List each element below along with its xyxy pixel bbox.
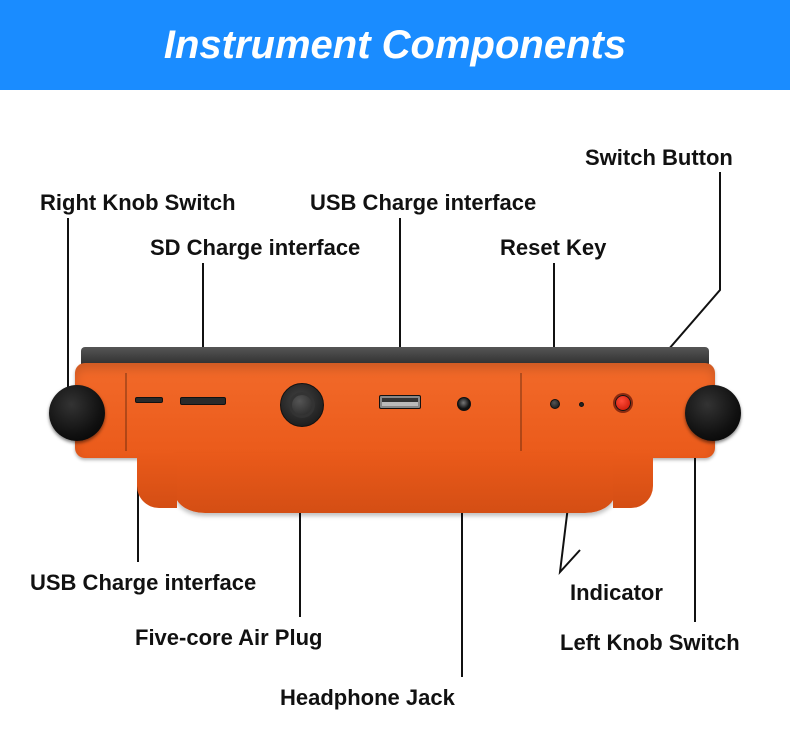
- headphone-jack-icon: [457, 397, 471, 411]
- label-indicator: Indicator: [570, 580, 663, 606]
- usb-charge-slot-icon: [135, 397, 163, 403]
- sd-slot-icon: [180, 397, 226, 405]
- right-knob-icon: [49, 385, 105, 441]
- reset-hole-icon: [550, 399, 560, 409]
- label-usb-charge-bottom: USB Charge interface: [30, 570, 256, 596]
- page-title: Instrument Components: [164, 23, 626, 68]
- air-plug-icon: [280, 383, 324, 427]
- panel-divider-icon: [125, 373, 127, 451]
- power-button-icon: [615, 395, 631, 411]
- label-usb-charge-top: USB Charge interface: [310, 190, 536, 216]
- label-switch-button: Switch Button: [585, 145, 733, 171]
- label-left-knob-switch: Left Knob Switch: [560, 630, 740, 656]
- label-five-core-air-plug: Five-core Air Plug: [135, 625, 322, 651]
- device-illustration: [35, 335, 755, 545]
- diagram-area: Right Knob Switch SD Charge interface US…: [0, 90, 790, 747]
- panel-divider-icon: [520, 373, 522, 451]
- label-headphone-jack: Headphone Jack: [280, 685, 455, 711]
- label-reset-key: Reset Key: [500, 235, 606, 261]
- indicator-led-icon: [579, 402, 584, 407]
- title-bar: Instrument Components: [0, 0, 790, 90]
- usb-port-icon: [379, 395, 421, 409]
- device-body: [75, 363, 715, 458]
- device-base: [175, 453, 615, 513]
- label-sd-charge-interface: SD Charge interface: [150, 235, 360, 261]
- left-knob-icon: [685, 385, 741, 441]
- label-right-knob-switch: Right Knob Switch: [40, 190, 236, 216]
